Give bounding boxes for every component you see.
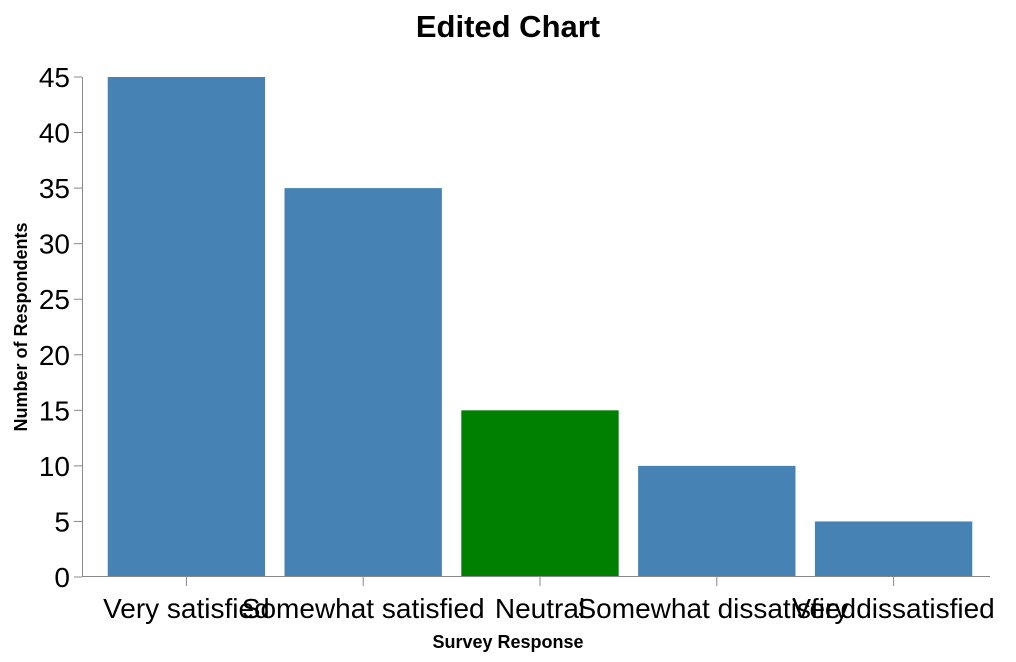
- y-tick-label-9: 45: [39, 62, 70, 93]
- x-tick-label-2: Neutral: [495, 593, 585, 624]
- bar-2: [461, 410, 619, 577]
- y-tick-label-4: 20: [39, 340, 70, 371]
- y-tick-label-8: 40: [39, 118, 70, 149]
- y-tick-label-3: 15: [39, 395, 70, 426]
- x-tick-label-3: Somewhat dissatisfied: [578, 593, 857, 624]
- bar-1: [284, 188, 442, 578]
- bar-0: [107, 77, 266, 577]
- y-tick-label-7: 35: [39, 173, 70, 204]
- y-tick-label-5: 25: [39, 284, 70, 315]
- x-axis-title: Survey Response: [432, 632, 583, 652]
- y-tick-label-0: 0: [54, 562, 70, 593]
- chart-title: Edited Chart: [416, 9, 600, 44]
- x-tick-label-0: Very satisfied: [103, 593, 270, 624]
- bars-group: [107, 77, 973, 578]
- bar-3: [638, 465, 796, 577]
- y-tick-label-2: 10: [39, 451, 70, 482]
- y-axis-title: Number of Respondents: [11, 222, 31, 431]
- y-tick-label-6: 30: [39, 229, 70, 260]
- bar-4: [814, 521, 973, 577]
- x-tick-label-1: Somewhat satisfied: [242, 593, 485, 624]
- y-tick-label-1: 5: [54, 506, 70, 537]
- x-tick-label-4: Very dissatisfied: [792, 593, 994, 624]
- y-axis: 0 5 10 15 20 25 30 35 40 45: [39, 62, 83, 593]
